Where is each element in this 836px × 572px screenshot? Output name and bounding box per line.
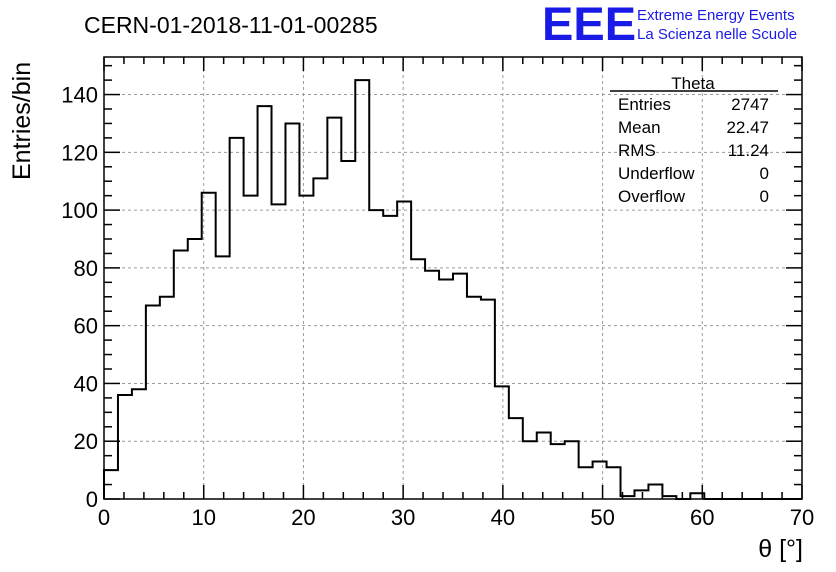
histogram-bin bbox=[188, 239, 202, 499]
histogram-bin bbox=[258, 106, 272, 499]
histogram-bin bbox=[132, 389, 146, 499]
histogram-bin bbox=[439, 279, 453, 499]
histogram-bin bbox=[607, 467, 621, 499]
x-tick-label: 10 bbox=[191, 505, 215, 530]
eee-logo: EEE Extreme Energy Events La Scienza nel… bbox=[542, 0, 797, 50]
x-tick-label: 50 bbox=[590, 505, 614, 530]
plot-frame bbox=[103, 56, 803, 500]
y-tick-label: 60 bbox=[74, 314, 98, 339]
y-axis-ticks: 0 20 40 60 80 100 120 140 bbox=[61, 64, 802, 512]
histogram-bin bbox=[453, 274, 467, 499]
histogram-bin bbox=[551, 444, 565, 499]
histogram-bin bbox=[523, 441, 537, 499]
histogram-bin bbox=[244, 196, 258, 499]
y-tick-label: 40 bbox=[74, 371, 98, 396]
logo-mark: EEE bbox=[542, 0, 636, 50]
stats-label: Mean bbox=[618, 118, 661, 137]
x-tick-label: 60 bbox=[690, 505, 714, 530]
histogram-bin bbox=[397, 201, 411, 499]
stats-label: RMS bbox=[618, 141, 656, 160]
histogram-bin bbox=[341, 161, 355, 499]
y-tick-label: 20 bbox=[74, 429, 98, 454]
x-tick-label: 20 bbox=[291, 505, 315, 530]
histogram-bin bbox=[202, 193, 216, 499]
histogram-bin bbox=[118, 395, 132, 499]
histogram-bin bbox=[383, 216, 397, 499]
histogram-bin bbox=[285, 123, 299, 499]
histogram-bin bbox=[634, 490, 648, 499]
grid-lines bbox=[104, 57, 802, 499]
x-tick-label: 40 bbox=[491, 505, 515, 530]
stats-label: Overflow bbox=[618, 187, 686, 206]
histogram-bars bbox=[103, 79, 802, 500]
x-tick-label: 0 bbox=[98, 505, 110, 530]
y-tick-label: 80 bbox=[74, 256, 98, 281]
histogram-bin bbox=[160, 297, 174, 499]
stats-value: 2747 bbox=[731, 95, 769, 114]
axes bbox=[103, 56, 803, 500]
stats-value: 11.24 bbox=[728, 141, 769, 160]
histogram-bin bbox=[425, 271, 439, 499]
histogram-bin bbox=[579, 467, 593, 499]
stats-value: 0 bbox=[760, 187, 769, 206]
histogram-bin bbox=[299, 196, 313, 499]
histogram-bin bbox=[230, 138, 244, 499]
histogram-bin bbox=[481, 300, 495, 499]
x-axis-ticks: 0 10 20 30 40 50 60 70 bbox=[98, 57, 814, 530]
y-axis-label: Entries/bin bbox=[8, 62, 36, 180]
histogram-bin bbox=[369, 210, 383, 499]
y-tick-label: 100 bbox=[61, 198, 98, 223]
histogram-bin bbox=[216, 256, 230, 499]
chart-title: CERN-01-2018-11-01-00285 bbox=[84, 12, 378, 38]
y-tick-label: 0 bbox=[86, 487, 98, 512]
histogram-bin bbox=[272, 204, 286, 499]
y-tick-label: 140 bbox=[61, 83, 98, 108]
x-tick-label: 30 bbox=[391, 505, 415, 530]
logo-line-1: Extreme Energy Events bbox=[637, 7, 795, 24]
stats-title: Theta bbox=[671, 74, 715, 93]
x-tick-label: 70 bbox=[790, 505, 814, 530]
y-tick-label: 120 bbox=[61, 140, 98, 165]
histogram-bin bbox=[648, 485, 662, 499]
histogram-bin bbox=[174, 251, 188, 499]
histogram-bin bbox=[411, 259, 425, 499]
stats-value: 22.47 bbox=[726, 118, 769, 137]
histogram-bin bbox=[146, 305, 160, 499]
histogram-bin bbox=[467, 297, 481, 499]
histogram-bin bbox=[327, 118, 341, 499]
histogram-bin bbox=[509, 418, 523, 499]
stats-label: Entries bbox=[618, 95, 671, 114]
histogram-bin bbox=[313, 178, 327, 499]
histogram-bin bbox=[565, 441, 579, 499]
stats-rows: Entries 2747 Mean 22.47 RMS 11.24 Underflow 0 Ov… bbox=[618, 95, 769, 206]
stats-label: Underflow bbox=[618, 164, 695, 183]
stats-box: Theta Entries 2747 Mean 22.47 RMS 11.24 Underf… bbox=[610, 74, 778, 206]
histogram-bin bbox=[355, 80, 369, 499]
histogram-bin bbox=[537, 433, 551, 499]
histogram-bin bbox=[495, 386, 509, 499]
stats-value: 0 bbox=[760, 164, 769, 183]
logo-line-2: La Scienza nelle Scuole bbox=[637, 26, 797, 43]
histogram-bin bbox=[593, 461, 607, 499]
histogram-outline bbox=[103, 79, 802, 500]
x-axis-label: θ [°] bbox=[758, 535, 803, 563]
